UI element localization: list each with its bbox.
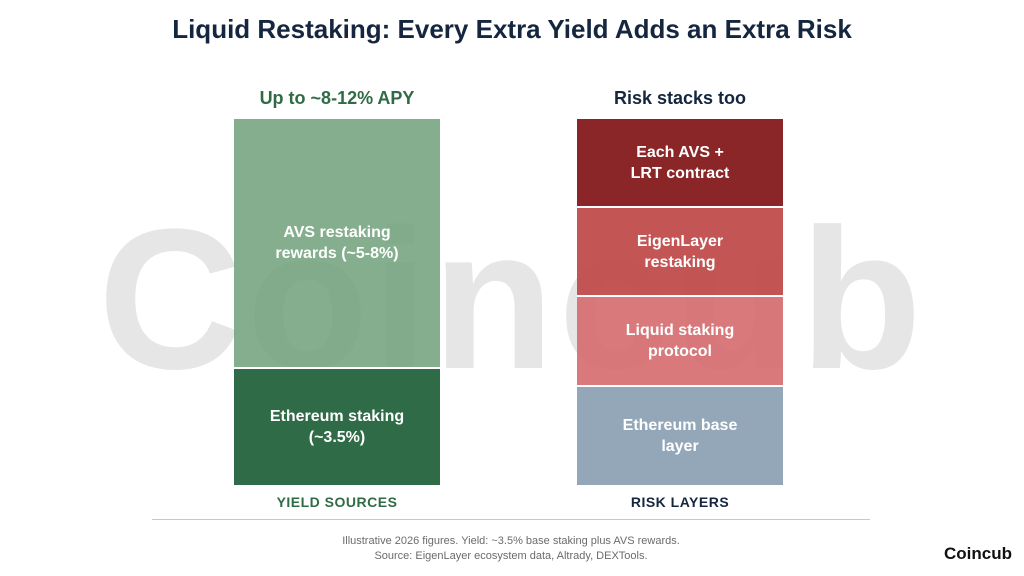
risk-heading: Risk stacks too — [613, 88, 747, 108]
yield-block-avs-label: AVS restaking rewards (~5-8%) — [275, 224, 399, 262]
footer-divider — [152, 519, 870, 520]
yield-heading: Up to ~8-12% APY — [259, 88, 415, 108]
yield-block-ethereum: Ethereum staking (~3.5%) — [234, 367, 440, 485]
yield-block-avs: AVS restaking rewards (~5-8%) — [234, 119, 440, 367]
risk-stack: Each AVS + LRT contract EigenLayer resta… — [577, 119, 783, 485]
risk-block-ethereum-base-label: Ethereum base layer — [622, 417, 738, 455]
risk-block-avs-lrt: Each AVS + LRT contract — [577, 119, 783, 206]
risk-block-liquid-staking-label: Liquid staking protocol — [625, 322, 735, 360]
page-title: Liquid Restaking: Every Extra Yield Adds… — [172, 14, 852, 44]
footnote-line-2: Source: EigenLayer ecosystem data, Altra… — [374, 550, 648, 562]
watermark: Coincub — [98, 188, 926, 411]
risk-block-liquid-staking: Liquid staking protocol — [577, 295, 783, 385]
yield-stack: AVS restaking rewards (~5-8%) Ethereum s… — [234, 119, 440, 485]
brand-logo: Coincub — [944, 544, 1012, 563]
risk-block-avs-lrt-label: Each AVS + LRT contract — [630, 143, 730, 182]
risk-block-ethereum-base: Ethereum base layer — [577, 385, 783, 485]
footnote-line-1: Illustrative 2026 figures. Yield: ~3.5% … — [342, 535, 680, 547]
risk-block-eigenlayer: EigenLayer restaking — [577, 206, 783, 295]
yield-block-ethereum-label: Ethereum staking (~3.5%) — [269, 408, 405, 446]
yield-sources-label: YIELD SOURCES — [276, 494, 398, 510]
footnote: Illustrative 2026 figures. Yield: ~3.5% … — [152, 534, 870, 564]
risk-layers-label: RISK LAYERS — [630, 494, 730, 510]
risk-block-eigenlayer-label: EigenLayer restaking — [636, 232, 724, 271]
